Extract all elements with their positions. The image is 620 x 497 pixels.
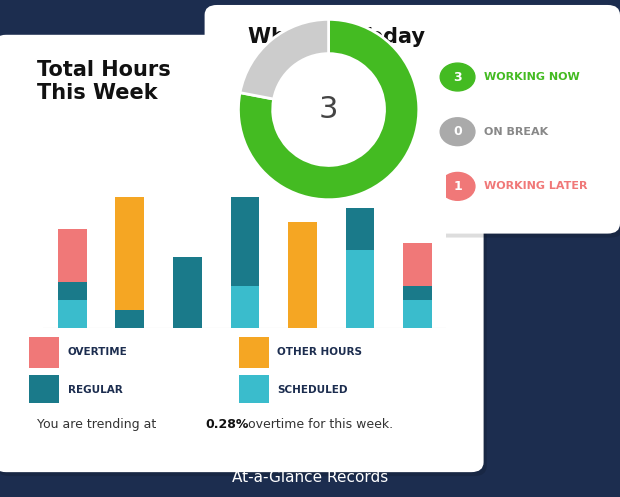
Bar (231, 286, 259, 328)
Text: 0: 0 (453, 125, 462, 138)
Circle shape (440, 63, 475, 91)
Text: OVERTIME: OVERTIME (68, 347, 127, 357)
FancyBboxPatch shape (29, 337, 59, 368)
FancyBboxPatch shape (0, 35, 484, 472)
Wedge shape (239, 19, 418, 200)
Circle shape (440, 172, 475, 200)
Bar (58, 300, 87, 328)
FancyBboxPatch shape (205, 5, 620, 234)
Text: WORKING LATER: WORKING LATER (484, 181, 588, 191)
Text: 1: 1 (453, 180, 462, 193)
Bar (58, 229, 87, 282)
Text: Total Hours
This Week: Total Hours This Week (37, 60, 171, 103)
FancyBboxPatch shape (239, 337, 268, 368)
Text: 3: 3 (453, 71, 462, 83)
Bar (403, 286, 432, 300)
Text: 0.28%: 0.28% (206, 418, 249, 431)
Text: ON BREAK: ON BREAK (484, 127, 548, 137)
Text: SCHEDULED: SCHEDULED (277, 385, 348, 395)
FancyBboxPatch shape (0, 457, 620, 497)
FancyBboxPatch shape (29, 375, 59, 406)
Text: 3: 3 (319, 95, 339, 124)
Circle shape (440, 118, 475, 146)
Bar (58, 282, 87, 300)
Bar (288, 222, 317, 328)
FancyBboxPatch shape (239, 375, 268, 406)
Bar (346, 208, 374, 250)
Bar (173, 257, 202, 328)
Bar (115, 310, 144, 328)
Text: Who’s in Today: Who’s in Today (248, 27, 425, 47)
Bar (403, 300, 432, 328)
Bar (115, 197, 144, 310)
Text: OTHER HOURS: OTHER HOURS (277, 347, 362, 357)
FancyBboxPatch shape (208, 9, 620, 238)
Text: WORKING NOW: WORKING NOW (484, 72, 580, 82)
Bar (346, 250, 374, 328)
Text: overtime for this week.: overtime for this week. (244, 418, 393, 431)
Wedge shape (240, 19, 329, 99)
Text: At-a-Glance Records: At-a-Glance Records (232, 470, 388, 485)
Text: REGULAR: REGULAR (68, 385, 122, 395)
Bar (403, 243, 432, 286)
Bar (231, 197, 259, 286)
FancyBboxPatch shape (0, 39, 487, 476)
Text: You are trending at: You are trending at (37, 418, 161, 431)
